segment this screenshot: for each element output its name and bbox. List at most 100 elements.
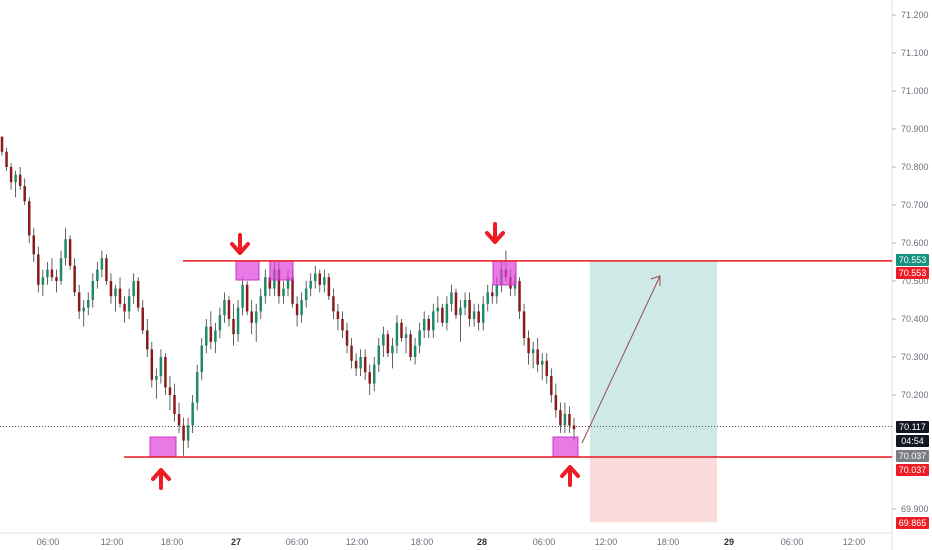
candle-body	[291, 277, 294, 304]
candle-body	[550, 376, 553, 395]
candle-body	[87, 300, 90, 308]
price-tick-label: 70.700	[901, 200, 929, 210]
candle-body	[572, 425, 576, 430]
candle-body	[127, 296, 131, 312]
candle-body	[332, 296, 335, 312]
price-tag-label: 70.117	[899, 422, 926, 432]
price-tick-label: 70.200	[901, 390, 929, 400]
candle-body	[477, 311, 480, 323]
candle-body	[540, 360, 544, 365]
down-arrow-icon-head	[485, 231, 505, 244]
candle-body	[64, 239, 67, 259]
candle-body	[495, 284, 499, 297]
candle-body	[155, 376, 158, 380]
pattern-highlight-box	[149, 436, 177, 458]
candle-body	[304, 288, 308, 300]
candle-body	[37, 254, 40, 285]
candle-body	[123, 303, 126, 312]
candle-body	[363, 357, 367, 373]
candle-body	[59, 258, 63, 281]
candle-body	[400, 322, 403, 338]
candle-body	[55, 277, 58, 281]
candle-body	[91, 281, 95, 300]
candle-body	[9, 167, 13, 183]
price-tag	[896, 267, 929, 279]
candle-body	[295, 303, 299, 316]
up-arrow-icon-head	[151, 468, 171, 481]
price-tag-label: 69.865	[899, 518, 927, 528]
time-tick-label: 12:00	[101, 537, 124, 547]
projection-arrow	[581, 275, 661, 444]
pattern-highlight-box	[269, 260, 294, 281]
candle-body	[354, 360, 358, 369]
price-tag-label: 70.037	[899, 465, 927, 475]
candle-body	[300, 300, 303, 316]
candle-body	[27, 201, 31, 236]
candle-body	[141, 307, 144, 331]
candle-body	[345, 330, 349, 346]
candle-body	[391, 345, 394, 354]
price-tag	[896, 254, 929, 266]
candle-body	[409, 334, 412, 357]
candle-body	[218, 315, 222, 331]
candle-body	[173, 395, 176, 414]
candle-body	[395, 322, 399, 346]
candle-body	[250, 311, 253, 323]
candle-body	[486, 292, 489, 304]
candle-body	[182, 425, 185, 441]
candle-body	[536, 349, 539, 365]
candle-body	[232, 319, 235, 335]
time-tick-label: 29	[724, 537, 734, 547]
candle-body	[214, 330, 217, 342]
candle-body	[41, 277, 45, 285]
candle-body	[164, 357, 167, 388]
candle-body	[463, 300, 467, 308]
candle-body	[114, 288, 117, 297]
candle-body	[531, 349, 535, 354]
price-tick-label: 70.400	[901, 314, 929, 324]
candle-body	[450, 292, 453, 304]
candle-body	[559, 410, 562, 426]
candle-body	[150, 349, 154, 380]
candle-body	[146, 330, 149, 350]
price-tick-label: 71.200	[901, 10, 929, 20]
candle-body	[313, 273, 317, 281]
candle-body	[109, 281, 113, 297]
candle-body	[223, 300, 226, 316]
candle-body	[264, 277, 267, 297]
price-tag-label: 70.037	[899, 451, 927, 461]
candle-body	[518, 281, 521, 312]
candle-body	[245, 284, 249, 312]
time-tick-label: 18:00	[161, 537, 184, 547]
candle-body	[23, 186, 26, 202]
candle-body	[481, 303, 485, 323]
candle-body	[96, 269, 99, 281]
up-arrow-icon-head	[560, 465, 580, 478]
time-tick-label: 28	[477, 537, 487, 547]
candle-body	[554, 395, 558, 411]
candle-body	[200, 345, 203, 373]
time-tick-label: 12:00	[595, 537, 618, 547]
price-tick-label: 70.600	[901, 238, 929, 248]
candle-body	[186, 425, 190, 441]
candle-body	[227, 300, 231, 319]
candle-body	[236, 307, 240, 335]
price-tag	[896, 464, 929, 476]
candle-body	[209, 326, 213, 342]
candle-body	[105, 258, 108, 281]
candle-body	[118, 288, 122, 304]
price-tick-label: 70.900	[901, 124, 929, 134]
stop-loss-zone	[590, 456, 717, 523]
candle-body	[309, 281, 312, 289]
time-tick-label: 18:00	[657, 537, 680, 547]
candle-body	[5, 151, 8, 167]
time-tick-label: 06:00	[37, 537, 60, 547]
candle-body	[563, 414, 567, 426]
price-tick-label: 71.100	[901, 48, 929, 58]
candle-body	[32, 235, 36, 255]
candle-body	[18, 174, 22, 186]
candle-body	[359, 357, 362, 369]
time-tick-label: 27	[231, 537, 241, 547]
